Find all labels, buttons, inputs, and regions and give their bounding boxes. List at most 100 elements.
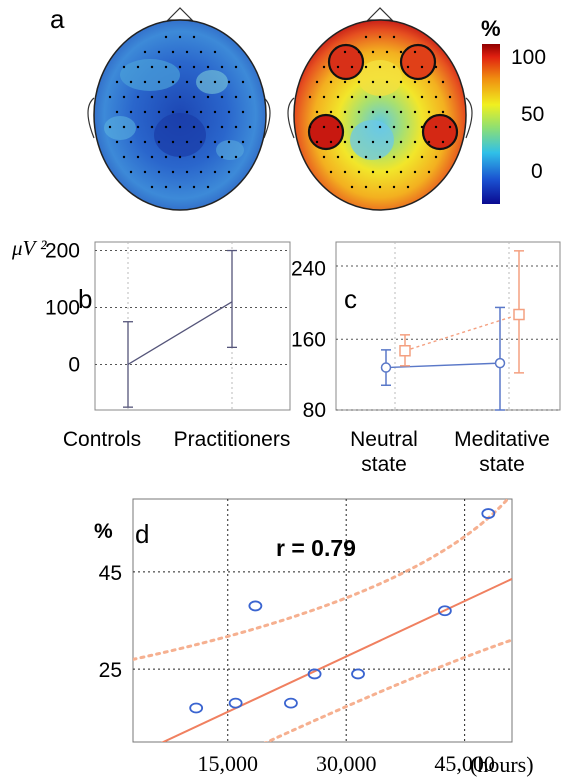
electrode-dot bbox=[115, 110, 119, 114]
colorbar-tick-0: 0 bbox=[531, 160, 543, 183]
electrode-dot bbox=[371, 170, 375, 174]
chart-d-point-3 bbox=[284, 697, 298, 709]
chart-d-ylabel: % bbox=[94, 520, 113, 543]
electrode-dot bbox=[385, 80, 389, 84]
electrode-dot bbox=[213, 170, 217, 174]
chart-d-xtick-0: 15,000 bbox=[198, 751, 259, 776]
chart-d-ci-upper bbox=[133, 499, 510, 661]
electrode-dot bbox=[406, 125, 410, 129]
chart-d-annotation: r = 0.79 bbox=[276, 535, 356, 561]
electrode-dot bbox=[171, 110, 175, 114]
electrode-dot bbox=[164, 65, 168, 69]
chart-b-category-practitioners: Practitioners bbox=[174, 428, 291, 451]
electrode-dot bbox=[129, 170, 133, 174]
electrode-dot bbox=[178, 35, 182, 39]
chart-d-fit-line bbox=[160, 577, 512, 742]
chart-c-category-0-line-1: state bbox=[361, 453, 407, 476]
electrode-dot bbox=[178, 185, 182, 189]
electrode-dot bbox=[220, 125, 224, 129]
electrode-dot bbox=[234, 65, 238, 69]
chart-c-category-1-line-0: Meditative bbox=[454, 428, 550, 451]
electrode-dot bbox=[343, 110, 347, 114]
electrode-dot bbox=[136, 155, 140, 159]
electrode-dot bbox=[364, 35, 368, 39]
electrode-dot bbox=[241, 80, 245, 84]
electrode-dot bbox=[213, 80, 217, 84]
electrode-dot bbox=[350, 185, 354, 189]
chart-b-ylabel: μV ² bbox=[12, 236, 47, 260]
electrode-dot bbox=[227, 170, 231, 174]
electrode-dot bbox=[371, 110, 375, 114]
electrode-dot bbox=[220, 95, 224, 99]
electrode-dot bbox=[227, 140, 231, 144]
electrode-dot bbox=[364, 65, 368, 69]
electrode-dot bbox=[364, 185, 368, 189]
electrode-dot bbox=[150, 125, 154, 129]
chart-d-letter: d bbox=[135, 519, 150, 549]
electrode-dot bbox=[150, 155, 154, 159]
electrode-dot bbox=[108, 95, 112, 99]
electrode-dot bbox=[136, 65, 140, 69]
colorbar-tick-100: 100 bbox=[511, 46, 547, 69]
electrode-dot bbox=[206, 95, 210, 99]
electrode-dot bbox=[199, 80, 203, 84]
electrode-dot bbox=[122, 65, 126, 69]
electrode-dot bbox=[427, 110, 431, 114]
electrode-dot bbox=[164, 35, 168, 39]
electrode-dot bbox=[122, 155, 126, 159]
electrode-dot bbox=[136, 125, 140, 129]
electrode-dot bbox=[399, 170, 403, 174]
electrode-dot bbox=[343, 50, 347, 54]
electrode-dot bbox=[150, 185, 154, 189]
electrode-dot bbox=[192, 65, 196, 69]
chart-d-xlabel: (hours) bbox=[470, 752, 534, 777]
chart-d: 15,000 30,000 45,000 45 25 bbox=[99, 498, 513, 776]
colorbar-unit: % bbox=[481, 16, 501, 41]
electrode-dot bbox=[350, 95, 354, 99]
electrode-dot bbox=[248, 95, 252, 99]
electrode-dot bbox=[143, 140, 147, 144]
electrode-dot bbox=[185, 140, 189, 144]
chart-d-ci-lower bbox=[263, 638, 512, 742]
electrode-dot bbox=[315, 140, 319, 144]
chart-d-frame bbox=[132, 498, 513, 743]
electrode-dot bbox=[357, 50, 361, 54]
electrode-dot bbox=[241, 140, 245, 144]
electrode-dot bbox=[364, 155, 368, 159]
electrode-dot bbox=[171, 80, 175, 84]
electrode-dot bbox=[406, 95, 410, 99]
electrode-dot bbox=[115, 140, 119, 144]
electrode-dot bbox=[413, 50, 417, 54]
electrode-dot bbox=[150, 65, 154, 69]
chart-c-ytick-80: 80 bbox=[303, 399, 326, 422]
electrode-dot bbox=[399, 50, 403, 54]
electrode-dot bbox=[122, 95, 126, 99]
chart-d-point-5 bbox=[351, 668, 365, 680]
chart-b-frame bbox=[94, 241, 291, 411]
electrode-dot bbox=[336, 125, 340, 129]
electrode-dot bbox=[413, 80, 417, 84]
electrode-dot bbox=[385, 110, 389, 114]
electrode-dot bbox=[350, 65, 354, 69]
electrode-dot bbox=[136, 95, 140, 99]
electrode-dot bbox=[413, 140, 417, 144]
chart-c-point bbox=[399, 345, 411, 357]
electrode-dot bbox=[108, 125, 112, 129]
electrode-dot bbox=[406, 185, 410, 189]
electrode-dot bbox=[234, 95, 238, 99]
chart-c-point bbox=[380, 362, 392, 373]
electrode-dot bbox=[157, 170, 161, 174]
electrode-dot bbox=[171, 50, 175, 54]
chart-d-point-1 bbox=[228, 697, 243, 709]
electrode-dot bbox=[171, 170, 175, 174]
electrode-dot bbox=[129, 80, 133, 84]
electrode-dot bbox=[399, 80, 403, 84]
electrode-dot bbox=[115, 80, 119, 84]
electrode-dot bbox=[129, 140, 133, 144]
electrode-dot bbox=[434, 65, 438, 69]
electrode-dot bbox=[206, 65, 210, 69]
electrode-dot bbox=[406, 65, 410, 69]
chart-d-point-0 bbox=[189, 702, 204, 714]
chart-d-xtick-1: 30,000 bbox=[316, 751, 377, 776]
electrode-dot bbox=[385, 140, 389, 144]
